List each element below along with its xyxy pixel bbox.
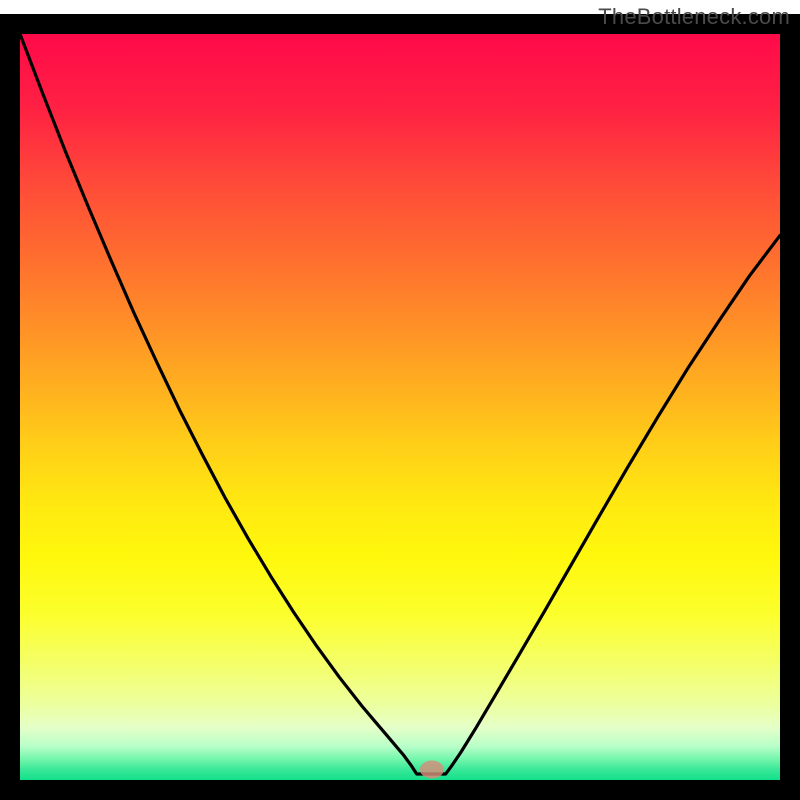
bottleneck-chart: [0, 0, 800, 800]
watermark-text: TheBottleneck.com: [598, 4, 790, 30]
optimal-point-marker: [420, 761, 444, 779]
chart-canvas: TheBottleneck.com: [0, 0, 800, 800]
plot-gradient-background: [20, 34, 780, 780]
